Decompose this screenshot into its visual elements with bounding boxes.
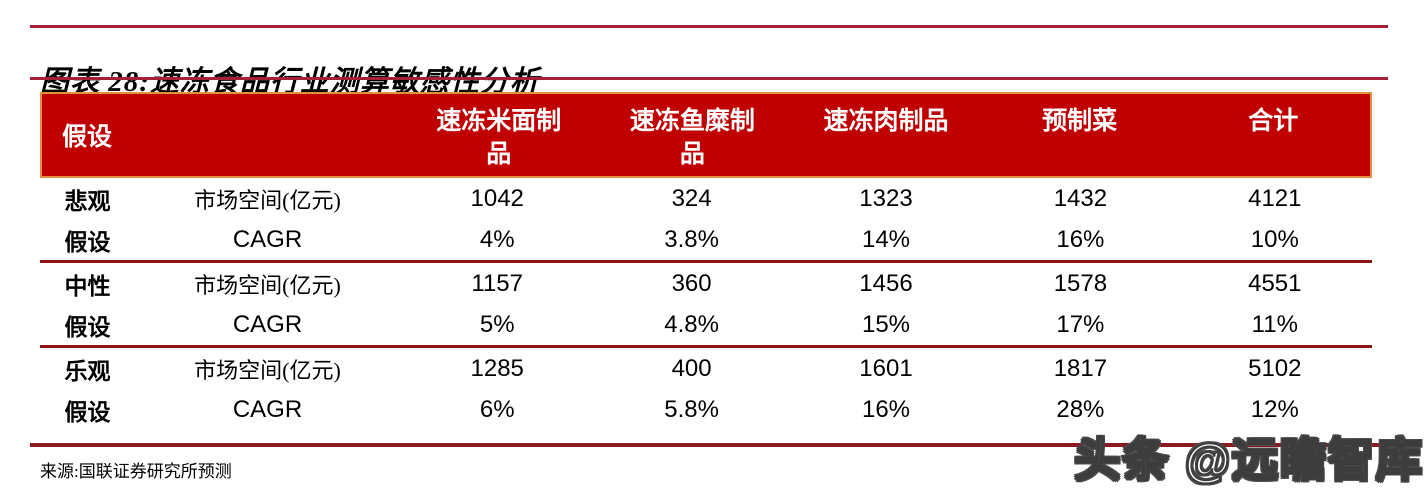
value-cell: 3.8% bbox=[664, 225, 719, 253]
header-col-frozen-surimi: 速冻鱼糜制品 bbox=[596, 94, 790, 176]
scenario-label: 假设 bbox=[64, 314, 111, 340]
sensitivity-table: 假设 速冻米面制品 速冻鱼糜制品 速冻肉制品 预制菜 合计 悲观 市场空间(亿元… bbox=[40, 92, 1372, 430]
group-neutral: 中性 市场空间(亿元) 1157 360 1456 1578 4551 假设 C… bbox=[40, 263, 1372, 348]
table-row: 乐观 市场空间(亿元) 1285 400 1601 1817 5102 bbox=[40, 348, 1372, 389]
value-cell: 1323 bbox=[859, 184, 913, 212]
value-cell: 400 bbox=[671, 354, 712, 382]
scenario-label: 假设 bbox=[64, 229, 111, 255]
table-row: 假设 CAGR 6% 5.8% 16% 28% 12% bbox=[40, 389, 1372, 430]
metric-label: CAGR bbox=[232, 310, 303, 338]
value-cell: 360 bbox=[671, 269, 712, 297]
value-cell: 1601 bbox=[859, 354, 913, 382]
toutiao-watermark: 头条 @远瞻智库 bbox=[1073, 433, 1424, 487]
value-cell: 6% bbox=[479, 395, 515, 423]
value-cell: 16% bbox=[861, 395, 911, 423]
value-cell: 1042 bbox=[470, 184, 524, 212]
value-cell: 1157 bbox=[471, 269, 523, 297]
source-note: 来源:国联证券研究所预测 bbox=[40, 462, 232, 481]
metric-label: 市场空间(亿元) bbox=[194, 187, 341, 213]
value-cell: 16% bbox=[1056, 225, 1105, 253]
metric-label: 市场空间(亿元) bbox=[194, 272, 341, 298]
value-cell: 12% bbox=[1250, 395, 1299, 423]
value-cell: 1456 bbox=[859, 269, 913, 297]
table-row: 中性 市场空间(亿元) 1157 360 1456 1578 4551 bbox=[40, 263, 1372, 304]
value-cell: 1285 bbox=[470, 354, 524, 382]
title-divider-top bbox=[30, 25, 1388, 28]
value-cell: 14% bbox=[861, 225, 911, 253]
value-cell: 4121 bbox=[1248, 184, 1302, 212]
title-divider-bottom bbox=[30, 77, 1388, 80]
value-cell: 17% bbox=[1056, 310, 1105, 338]
metric-label: CAGR bbox=[232, 395, 303, 423]
table-header-row: 假设 速冻米面制品 速冻鱼糜制品 速冻肉制品 预制菜 合计 bbox=[40, 92, 1372, 178]
value-cell: 28% bbox=[1056, 395, 1105, 423]
table-row: 悲观 市场空间(亿元) 1042 324 1323 1432 4121 bbox=[40, 178, 1372, 219]
footer-divider bbox=[30, 443, 1388, 447]
header-col-label: 速冻鱼糜制品 bbox=[629, 108, 755, 168]
scenario-label: 乐观 bbox=[64, 358, 111, 384]
scenario-label: 悲观 bbox=[64, 188, 111, 214]
header-col-label: 预制菜 bbox=[1042, 108, 1118, 135]
header-col-frozen-rice-flour: 速冻米面制品 bbox=[402, 94, 596, 176]
value-cell: 4551 bbox=[1248, 269, 1302, 297]
header-col-label: 速冻米面制品 bbox=[436, 108, 562, 168]
value-cell: 1578 bbox=[1053, 269, 1108, 297]
group-pessimistic: 悲观 市场空间(亿元) 1042 324 1323 1432 4121 假设 C… bbox=[40, 178, 1372, 263]
value-cell: 4.8% bbox=[664, 310, 719, 338]
scenario-label: 假设 bbox=[64, 399, 111, 425]
value-cell: 324 bbox=[671, 184, 712, 212]
value-cell: 15% bbox=[861, 310, 911, 338]
metric-label: CAGR bbox=[232, 225, 303, 253]
value-cell: 1817 bbox=[1053, 354, 1108, 382]
header-col-prepared-dishes: 预制菜 bbox=[983, 94, 1177, 176]
value-cell: 1432 bbox=[1053, 184, 1108, 212]
value-cell: 5.8% bbox=[664, 395, 719, 423]
value-cell: 11% bbox=[1251, 310, 1298, 338]
table-row: 假设 CAGR 5% 4.8% 15% 17% 11% bbox=[40, 304, 1372, 345]
header-col-total: 合计 bbox=[1176, 94, 1370, 176]
value-cell: 4% bbox=[479, 225, 515, 253]
value-cell: 10% bbox=[1250, 225, 1299, 253]
group-optimistic: 乐观 市场空间(亿元) 1285 400 1601 1817 5102 假设 C… bbox=[40, 348, 1372, 430]
scenario-label: 中性 bbox=[64, 273, 111, 299]
metric-label: 市场空间(亿元) bbox=[194, 357, 341, 383]
table-row: 假设 CAGR 4% 3.8% 14% 16% 10% bbox=[40, 219, 1372, 260]
header-col-frozen-meat: 速冻肉制品 bbox=[789, 94, 983, 176]
header-col-label: 合计 bbox=[1248, 108, 1299, 135]
value-cell: 5% bbox=[479, 310, 515, 338]
header-assumption: 假设 bbox=[62, 124, 113, 151]
value-cell: 5102 bbox=[1248, 354, 1302, 382]
header-col-label: 速冻肉制品 bbox=[823, 108, 949, 135]
